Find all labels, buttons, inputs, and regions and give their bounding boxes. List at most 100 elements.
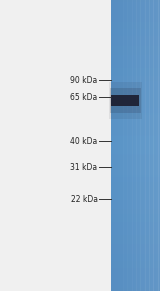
Bar (111, 272, 160, 274)
Bar (111, 70, 160, 71)
Bar (111, 45, 160, 47)
Bar (111, 126, 160, 127)
Bar (111, 78, 160, 79)
Bar (129, 0, 130, 291)
Bar (110, 88, 141, 113)
Bar (111, 183, 160, 184)
Bar (111, 76, 160, 78)
Bar (111, 140, 160, 142)
Bar (155, 0, 156, 291)
Bar (111, 53, 160, 54)
Bar (111, 121, 160, 122)
Bar (137, 0, 138, 291)
Bar (111, 61, 160, 62)
Bar (111, 143, 160, 145)
Bar (111, 13, 160, 15)
Bar (111, 259, 160, 260)
Bar (111, 100, 160, 101)
Bar (111, 112, 160, 113)
Bar (111, 110, 160, 111)
Bar (111, 190, 160, 191)
Bar (111, 247, 160, 248)
Bar (111, 36, 160, 37)
Bar (111, 222, 160, 223)
Bar (111, 77, 160, 79)
Bar (111, 49, 160, 50)
Bar (153, 0, 154, 291)
Bar (111, 230, 160, 232)
Bar (111, 102, 160, 104)
Bar (111, 92, 160, 93)
Bar (111, 233, 160, 234)
Bar (124, 0, 125, 291)
Bar (111, 281, 160, 282)
Bar (111, 87, 160, 88)
Bar (128, 0, 129, 291)
Bar (111, 260, 160, 261)
Bar (111, 282, 160, 283)
Bar (111, 95, 139, 106)
Bar (111, 18, 160, 19)
Bar (111, 127, 160, 128)
Bar (111, 180, 160, 181)
Bar (111, 207, 160, 209)
Bar (111, 48, 160, 49)
Bar (111, 249, 160, 250)
Bar (111, 161, 160, 162)
Bar (111, 203, 160, 205)
Bar (111, 164, 160, 165)
Bar (111, 128, 160, 129)
Bar (111, 31, 160, 32)
Bar (111, 268, 160, 270)
Text: 40 kDa: 40 kDa (70, 137, 98, 146)
Bar (150, 0, 151, 291)
Bar (111, 40, 160, 41)
Bar (131, 0, 132, 291)
Bar (111, 267, 160, 269)
Bar (151, 0, 152, 291)
Bar (111, 137, 160, 139)
Bar (111, 283, 160, 284)
Bar (111, 255, 160, 256)
Text: 22 kDa: 22 kDa (71, 195, 98, 204)
Bar (111, 67, 160, 68)
Text: 90 kDa: 90 kDa (70, 76, 98, 84)
Bar (111, 22, 160, 23)
Bar (111, 225, 160, 226)
Bar (111, 189, 160, 190)
Bar (114, 0, 115, 291)
Bar (120, 0, 121, 291)
Bar (111, 210, 160, 212)
Bar (111, 29, 160, 30)
Bar (111, 262, 160, 263)
Bar (111, 160, 160, 161)
Bar (138, 0, 139, 291)
Bar (111, 238, 160, 239)
Bar (111, 99, 160, 100)
Bar (111, 150, 160, 151)
Bar (111, 198, 160, 200)
Bar (111, 177, 160, 178)
Bar (111, 174, 160, 175)
Bar (158, 0, 159, 291)
Bar (113, 0, 114, 291)
Bar (111, 163, 160, 164)
Bar (146, 0, 147, 291)
Bar (111, 169, 160, 171)
Bar (111, 217, 160, 218)
Bar (111, 226, 160, 227)
Bar (111, 30, 160, 31)
Text: 31 kDa: 31 kDa (70, 163, 98, 172)
Bar (111, 212, 160, 213)
Bar (139, 0, 140, 291)
Bar (111, 55, 160, 56)
Bar (111, 41, 160, 43)
Bar (149, 0, 150, 291)
Bar (111, 52, 160, 53)
Bar (111, 240, 160, 242)
Bar (111, 203, 160, 204)
Bar (111, 97, 160, 98)
Bar (111, 233, 160, 235)
Bar (116, 0, 117, 291)
Bar (111, 221, 160, 222)
